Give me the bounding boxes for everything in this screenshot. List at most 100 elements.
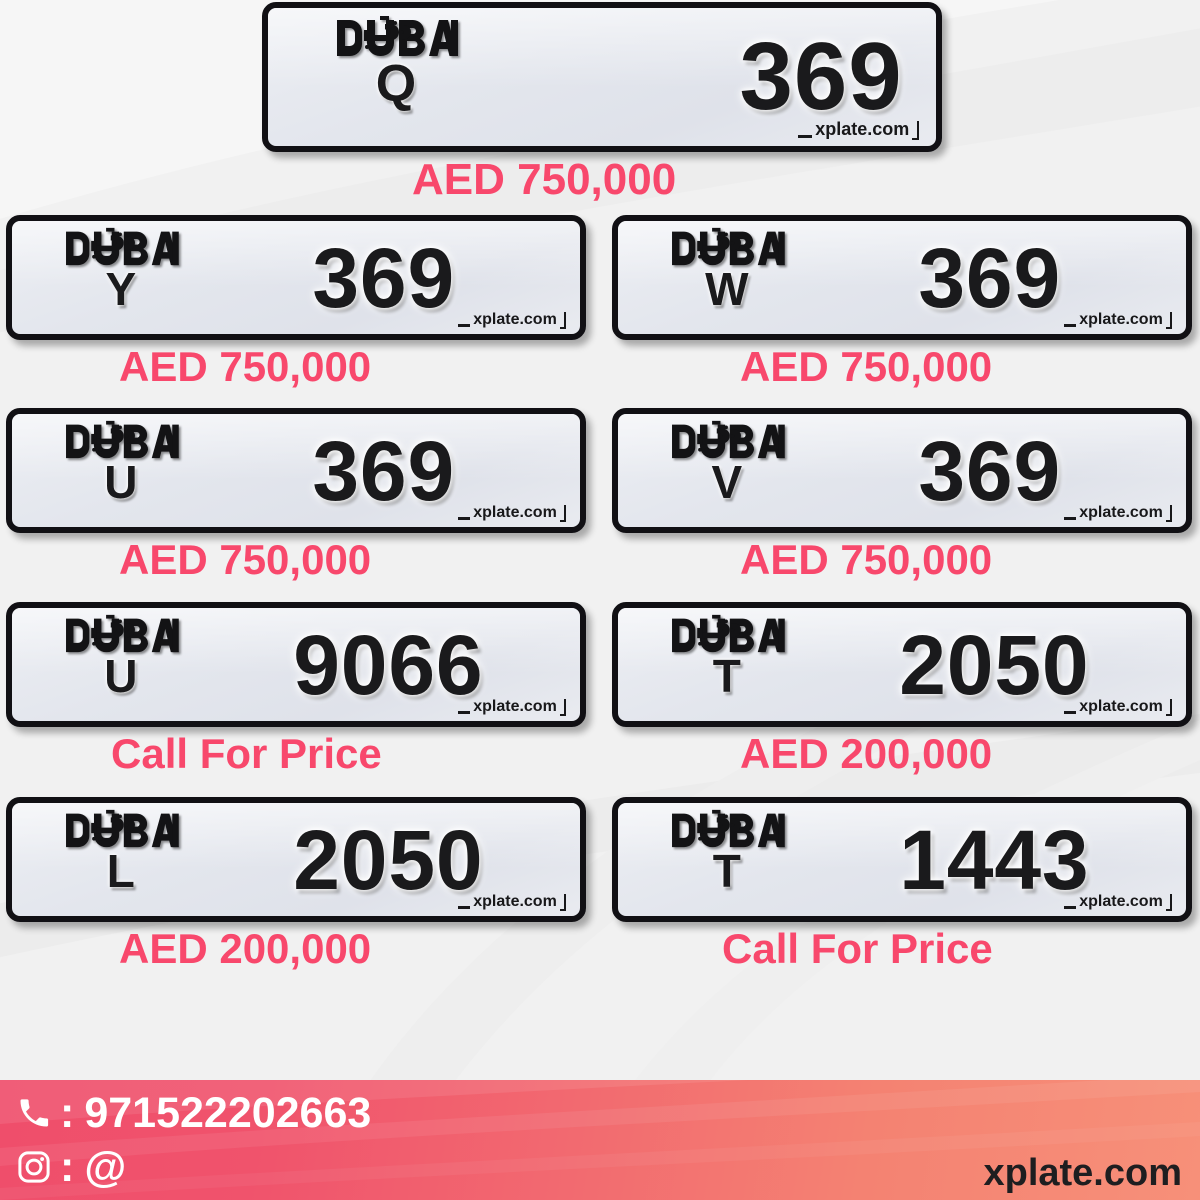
website-label[interactable]: xplate.com: [983, 1152, 1182, 1194]
plate-watermark: xplate.com: [1064, 698, 1172, 717]
watermark-rule: [458, 324, 471, 328]
plate-number: 1443: [899, 812, 1090, 907]
license-plate[interactable]: L 2050 xplate.com: [6, 797, 586, 922]
plate-card[interactable]: U 369 xplate.com AED 750,000: [6, 408, 586, 581]
plate-watermark: xplate.com: [1064, 311, 1172, 330]
license-plate[interactable]: Q 369 xplate.com: [262, 2, 942, 152]
plate-card[interactable]: V 369 xplate.com AED 750,000: [612, 408, 1192, 581]
plate-code: T: [712, 650, 742, 703]
plate-emblem-block: V: [642, 419, 812, 523]
watermark-rule: [798, 135, 813, 139]
plate-card[interactable]: L 2050 xplate.com AED 200,000: [6, 797, 586, 970]
watermark-bracket: [1165, 699, 1172, 717]
plate-price: AED 200,000: [740, 730, 993, 777]
plate-watermark: xplate.com: [458, 311, 566, 330]
plate-emblem-block: U: [36, 613, 206, 717]
instagram-icon: [14, 1147, 54, 1187]
license-plate[interactable]: T 2050 xplate.com: [612, 602, 1192, 727]
watermark-text: xplate.com: [1079, 698, 1163, 716]
plate-price: AED 750,000: [412, 155, 677, 204]
instagram-row[interactable]: : @: [14, 1140, 371, 1194]
plate-emblem-block: Y: [36, 226, 206, 330]
watermark-bracket: [559, 505, 566, 523]
watermark-text: xplate.com: [473, 504, 557, 522]
plate-code: V: [711, 456, 743, 509]
instagram-handle[interactable]: @: [84, 1142, 127, 1191]
watermark-text: xplate.com: [473, 311, 557, 329]
plate-watermark: xplate.com: [798, 119, 920, 141]
contact-banner: : 971522202663 : @ xplate.com: [0, 1080, 1200, 1200]
instagram-separator: :: [60, 1142, 75, 1191]
plate-number: 369: [739, 23, 903, 130]
license-plate[interactable]: V 369 xplate.com: [612, 408, 1192, 533]
plate-card[interactable]: T 2050 xplate.com AED 200,000: [612, 602, 1192, 775]
plate-emblem-block: T: [642, 613, 812, 717]
plate-code: Q: [375, 54, 417, 113]
plate-card[interactable]: T 1443 xplate.com Call For Price: [612, 797, 1192, 970]
plate-price: AED 750,000: [740, 343, 993, 390]
phone-number[interactable]: 971522202663: [84, 1088, 372, 1137]
watermark-rule: [458, 711, 471, 715]
dubai-emblem-icon: [672, 809, 785, 847]
plate-emblem-block: T: [642, 808, 812, 912]
plates-grid: Q 369 xplate.com AED 750,000: [6, 2, 1192, 970]
plate-emblem-block: Q: [296, 14, 496, 141]
plate-watermark: xplate.com: [458, 893, 566, 912]
plate-card[interactable]: Q 369 xplate.com AED 750,000: [262, 2, 942, 202]
watermark-bracket: [1165, 312, 1172, 330]
plate-code: T: [712, 845, 742, 898]
plate-code: W: [705, 263, 749, 316]
plate-number: 369: [312, 230, 456, 325]
license-plate[interactable]: U 369 xplate.com: [6, 408, 586, 533]
plate-card[interactable]: Y 369 xplate.com AED 750,000: [6, 215, 586, 388]
watermark-bracket: [1165, 505, 1172, 523]
watermark-bracket: [559, 894, 566, 912]
license-plate[interactable]: Y 369 xplate.com: [6, 215, 586, 340]
plate-code: Y: [105, 263, 137, 316]
plate-number: 2050: [293, 812, 484, 907]
dubai-emblem-icon: [672, 420, 785, 458]
watermark-rule: [1064, 517, 1077, 521]
plate-price: AED 750,000: [119, 536, 372, 583]
watermark-text: xplate.com: [473, 893, 557, 911]
watermark-bracket: [559, 312, 566, 330]
license-plate[interactable]: W 369 xplate.com: [612, 215, 1192, 340]
dubai-emblem-icon: [337, 15, 459, 56]
dubai-emblem-icon: [66, 420, 179, 458]
plate-price: Call For Price: [111, 730, 382, 777]
banner-contact-rows: : 971522202663 : @: [14, 1086, 371, 1194]
watermark-text: xplate.com: [473, 698, 557, 716]
plate-price: AED 200,000: [119, 925, 372, 972]
phone-separator: :: [60, 1088, 75, 1137]
plate-card[interactable]: W 369 xplate.com AED 750,000: [612, 215, 1192, 388]
plate-card[interactable]: U 9066 xplate.com Call For Price: [6, 602, 586, 775]
license-plate[interactable]: T 1443 xplate.com: [612, 797, 1192, 922]
watermark-text: xplate.com: [1079, 311, 1163, 329]
dubai-emblem-icon: [66, 809, 179, 847]
watermark-rule: [1064, 906, 1077, 910]
watermark-text: xplate.com: [1079, 893, 1163, 911]
plate-number: 369: [918, 230, 1062, 325]
license-plate[interactable]: U 9066 xplate.com: [6, 602, 586, 727]
watermark-bracket: [912, 121, 920, 141]
phone-row[interactable]: : 971522202663: [14, 1086, 371, 1140]
watermark-rule: [1064, 711, 1077, 715]
watermark-bracket: [559, 699, 566, 717]
plate-number: 369: [918, 423, 1062, 518]
phone-icon: [14, 1093, 54, 1133]
plate-watermark: xplate.com: [1064, 504, 1172, 523]
plate-number: 9066: [293, 617, 484, 712]
plate-emblem-block: L: [36, 808, 206, 912]
watermark-text: xplate.com: [815, 119, 910, 140]
watermark-rule: [458, 517, 471, 521]
watermark-rule: [1064, 324, 1077, 328]
plate-code: L: [106, 845, 136, 898]
watermark-rule: [458, 906, 471, 910]
plate-watermark: xplate.com: [458, 504, 566, 523]
plate-price: AED 750,000: [119, 343, 372, 390]
dubai-emblem-icon: [672, 227, 785, 265]
plate-price: Call For Price: [722, 925, 993, 972]
plate-emblem-block: U: [36, 419, 206, 523]
dubai-emblem-icon: [66, 614, 179, 652]
